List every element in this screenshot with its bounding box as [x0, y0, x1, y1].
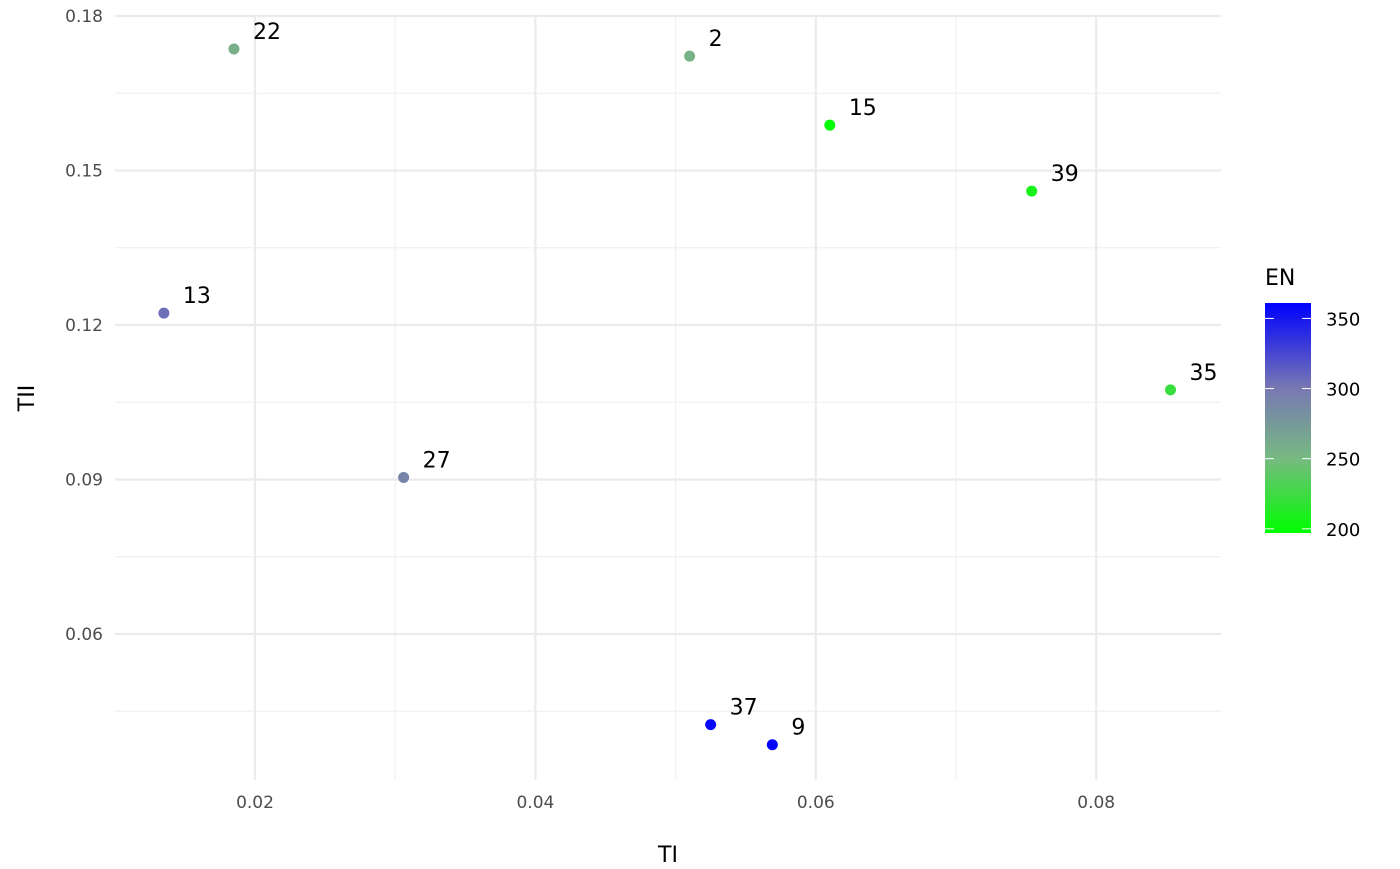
y-tick-label: 0.15 — [65, 162, 103, 182]
x-tick-label: 0.06 — [797, 793, 835, 813]
point-label: 9 — [791, 716, 805, 741]
y-tick-label: 0.18 — [65, 7, 103, 27]
x-axis-ticks: 0.02 0.04 0.06 0.08 — [236, 793, 1115, 813]
data-point — [824, 119, 836, 131]
colorbar-tick-label: 350 — [1326, 309, 1360, 330]
y-tick-label: 0.09 — [65, 471, 103, 491]
data-point — [398, 471, 410, 483]
x-axis-title: TI — [657, 843, 678, 865]
x-tick-label: 0.08 — [1077, 793, 1115, 813]
grid — [115, 14, 1221, 780]
data-point — [158, 307, 170, 319]
point-label: 2 — [709, 27, 723, 52]
x-tick-label: 0.04 — [516, 793, 554, 813]
legend-title: EN — [1265, 266, 1295, 291]
y-axis-title: TII — [15, 385, 40, 412]
point-label: 27 — [423, 448, 451, 473]
point-label: 22 — [253, 20, 281, 45]
color-legend: EN 200 250 300 350 — [1265, 266, 1360, 541]
colorbar-tick-label: 300 — [1326, 380, 1360, 401]
point-label: 13 — [183, 284, 211, 309]
data-point — [1026, 185, 1038, 197]
colorbar-tick-label: 200 — [1326, 520, 1360, 541]
data-point — [766, 739, 778, 751]
y-tick-label: 0.12 — [65, 316, 103, 336]
point-label: 35 — [1190, 361, 1218, 386]
y-tick-label: 0.06 — [65, 625, 103, 645]
data-point — [684, 50, 696, 62]
point-label: 37 — [730, 696, 758, 721]
x-tick-label: 0.02 — [236, 793, 274, 813]
colorbar — [1265, 303, 1311, 533]
data-point — [705, 719, 717, 731]
data-point — [228, 43, 240, 55]
data-point — [1165, 384, 1177, 396]
point-label: 15 — [849, 96, 877, 121]
point-label: 39 — [1051, 162, 1079, 187]
colorbar-tick-label: 250 — [1326, 450, 1360, 471]
y-axis-ticks: 0.06 0.09 0.12 0.15 0.18 — [65, 7, 103, 645]
